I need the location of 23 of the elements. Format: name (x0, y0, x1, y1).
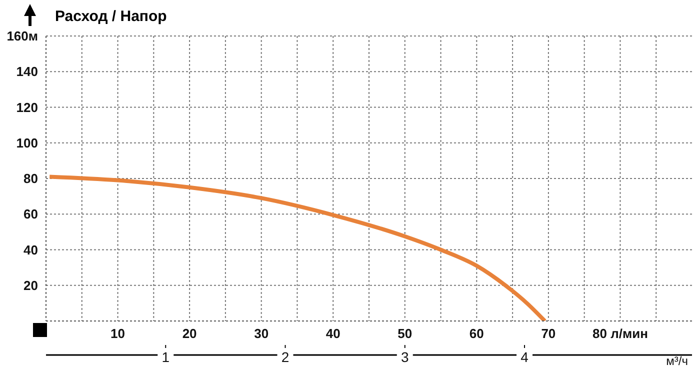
x2-tick-label: 2 (281, 349, 290, 365)
y-tick-label: 100 (16, 135, 38, 150)
y-tick-label: 140 (16, 64, 38, 80)
x-tick-label: 70 (541, 326, 556, 342)
x-tick-label: 80 л/мин (592, 326, 648, 342)
y-tick-label: 20 (24, 278, 38, 293)
x-tick-label: 20 (182, 326, 197, 342)
line-series (48, 174, 547, 321)
y-tick-label: 80 (24, 171, 38, 186)
x-tick-label: 30 (254, 326, 269, 342)
x2-axis-title: м³/ч (666, 354, 688, 368)
x2-tick-label: 1 (162, 349, 170, 365)
x2-tick-label: 3 (400, 349, 409, 365)
chart-title: Расход / Напор (55, 8, 167, 25)
y-tick-label: 40 (24, 242, 38, 258)
x2-tick-label: 4 (520, 349, 529, 365)
x-tick-label: 10 (110, 326, 126, 342)
y-tick-label: 160м (6, 28, 38, 44)
y-tick-label: 120 (16, 100, 38, 115)
x-tick-label: 50 (398, 326, 412, 342)
x-tick-label: 40 (326, 326, 340, 342)
x-tick-label: 60 (469, 326, 484, 342)
y-tick-label: 60 (24, 206, 38, 222)
